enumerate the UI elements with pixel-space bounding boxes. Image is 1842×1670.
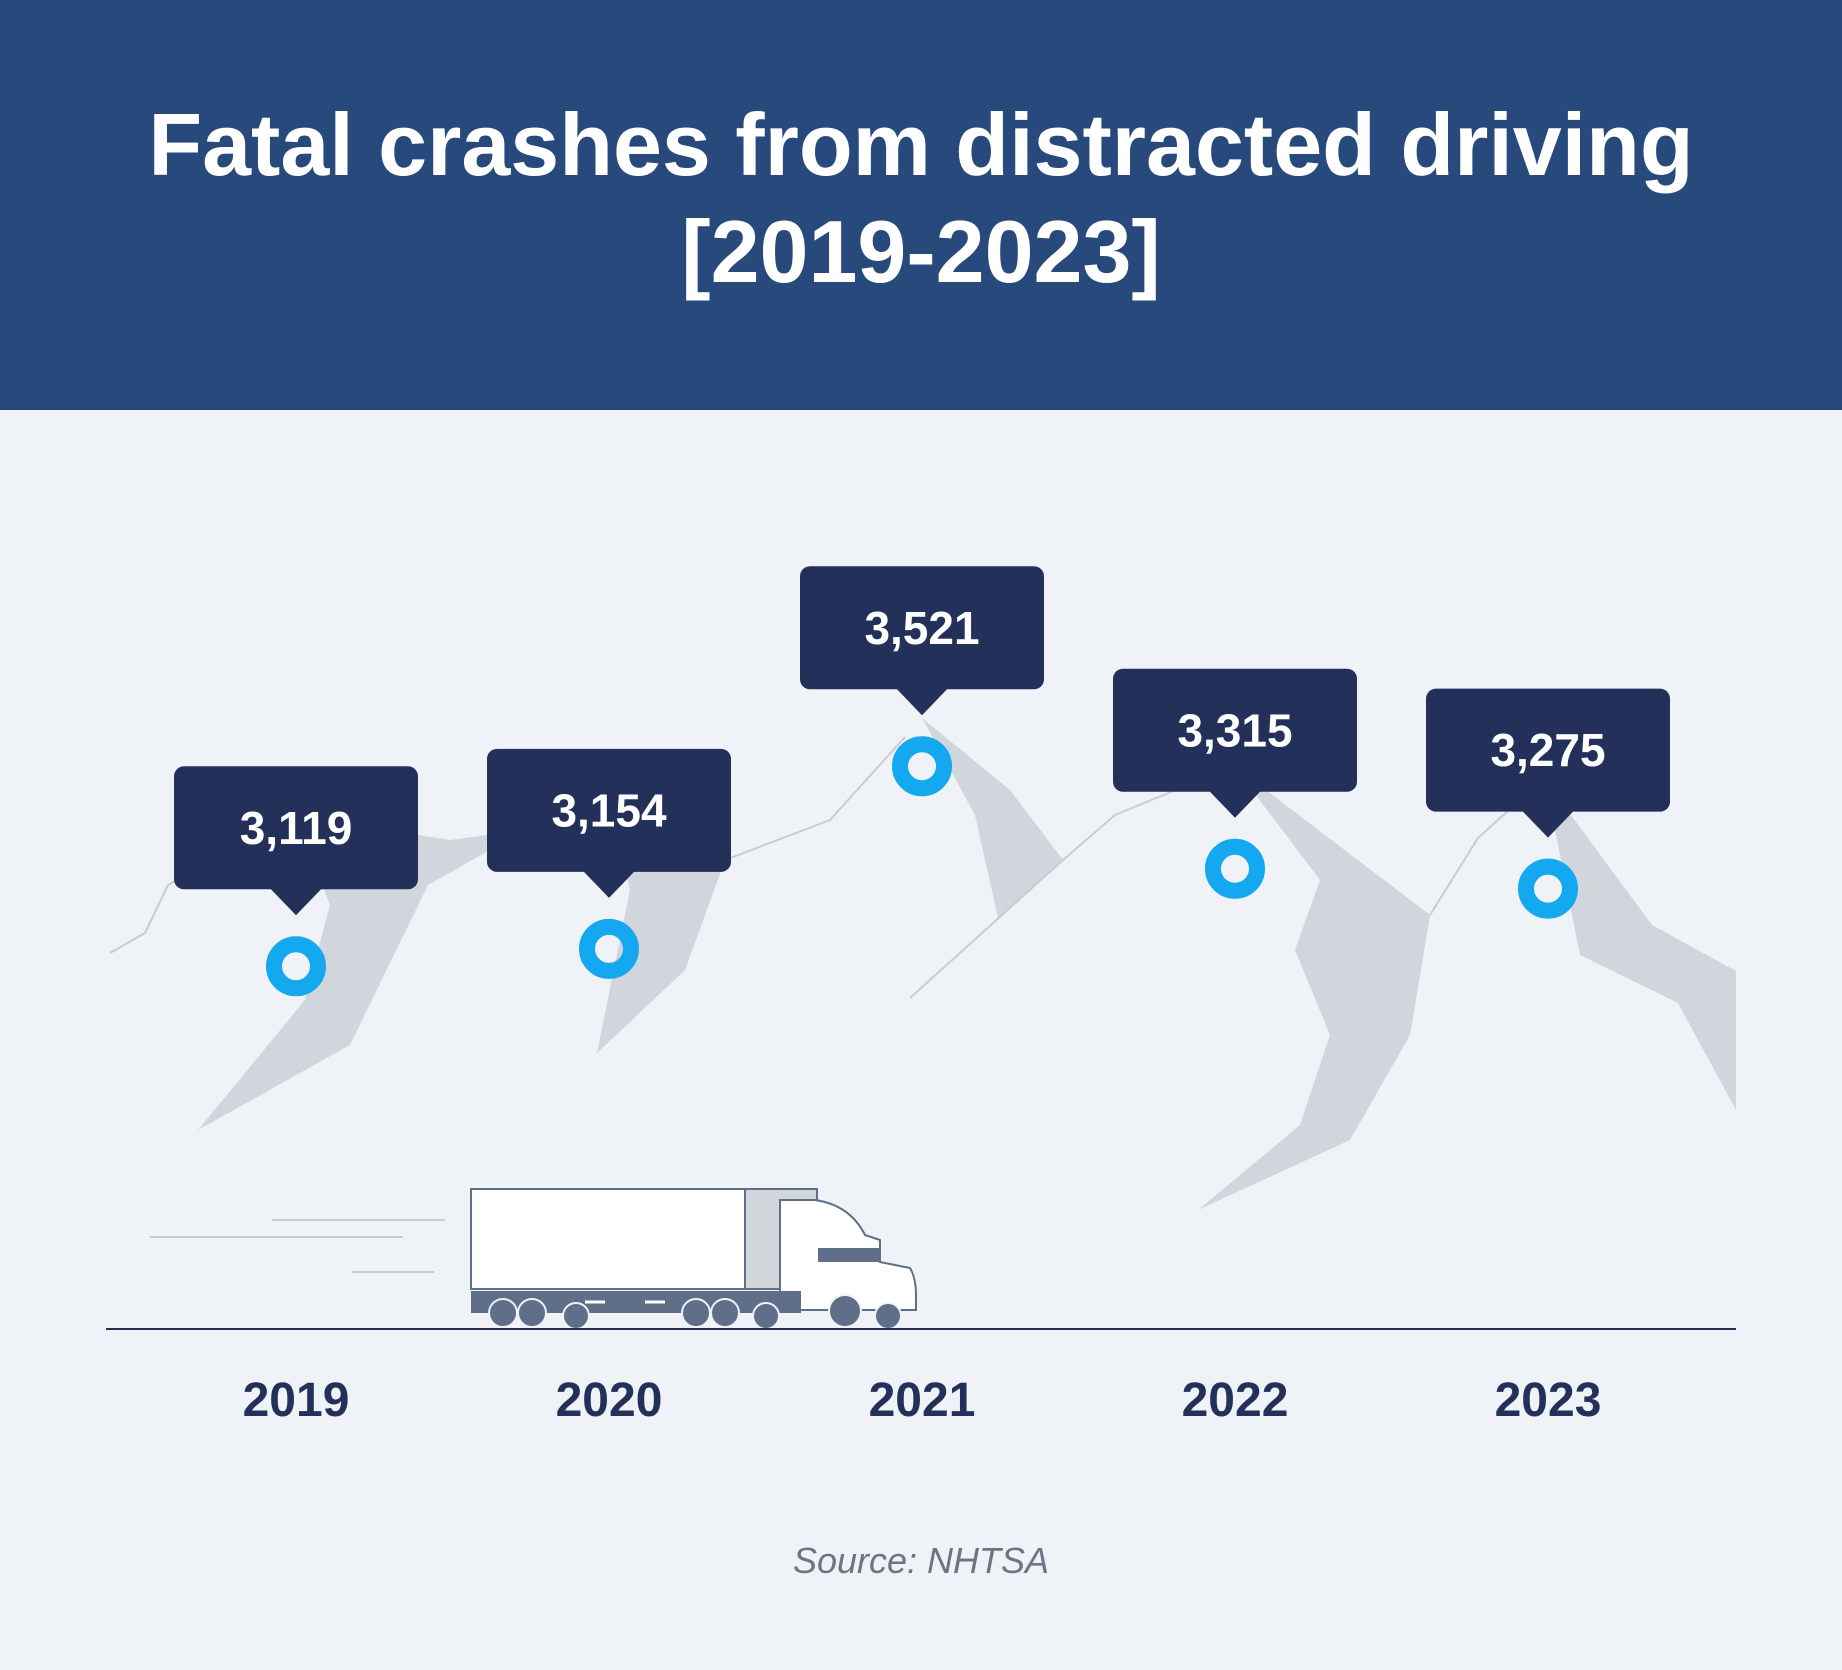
x-tick-label: 2021 <box>869 1374 976 1427</box>
value-label-pointer <box>896 688 948 716</box>
data-label: 3,119 <box>240 802 353 854</box>
cab-window <box>818 1248 880 1262</box>
x-tick-label: 2023 <box>1495 1374 1602 1427</box>
value-label-box <box>1426 688 1670 812</box>
mountain-shape <box>922 718 1063 918</box>
value-label-box <box>800 566 1044 690</box>
mountain-shape <box>1198 765 1430 1210</box>
title-line-2: [2019-2023] <box>681 202 1161 301</box>
wheel <box>517 1298 547 1328</box>
x-tick-label: 2020 <box>556 1374 663 1427</box>
value-label-pointer <box>1522 810 1574 838</box>
ridge-line <box>909 779 1201 999</box>
value-label-pointer <box>270 888 322 916</box>
data-label: 3,315 <box>1177 704 1292 756</box>
data-label: 3,521 <box>864 602 979 654</box>
data-label: 3,154 <box>551 784 667 836</box>
page-title: Fatal crashes from distracted driving [2… <box>148 91 1693 320</box>
mountain-shape <box>1545 780 1736 1110</box>
ridge-line <box>1429 799 1521 916</box>
data-point <box>1205 838 1265 899</box>
source-note: Source: NHTSA <box>792 1540 1050 1581</box>
value-label-pointer <box>1209 790 1261 818</box>
data-point <box>579 918 639 979</box>
header-banner: Fatal crashes from distracted driving [2… <box>0 0 1842 410</box>
data-point <box>266 936 326 997</box>
data-label: 3,275 <box>1490 724 1605 776</box>
value-label-pointer <box>583 870 635 898</box>
value-label-box <box>174 766 418 890</box>
wheel <box>488 1298 518 1328</box>
wheels <box>488 1294 902 1330</box>
value-label-box <box>487 748 731 872</box>
wheel <box>828 1294 862 1328</box>
wheel <box>752 1302 780 1330</box>
data-point <box>892 736 952 797</box>
mountain-shape <box>198 815 525 1130</box>
title-line-1: Fatal crashes from distracted driving <box>148 94 1694 194</box>
value-label-box <box>1113 668 1357 792</box>
data-point <box>1518 858 1578 919</box>
wheel <box>681 1298 711 1328</box>
x-tick-label: 2019 <box>243 1374 350 1427</box>
data-marks: 3,119 2019 3,154 2020 3,521 2021 3,315 2022 3,27… <box>174 566 1670 1427</box>
truck-illustration <box>150 1188 917 1330</box>
x-tick-label: 2022 <box>1182 1374 1289 1427</box>
wheel <box>562 1302 590 1330</box>
wheel <box>874 1302 902 1330</box>
wheel <box>710 1298 740 1328</box>
trailer <box>470 1188 746 1290</box>
ridge-line <box>724 736 906 861</box>
